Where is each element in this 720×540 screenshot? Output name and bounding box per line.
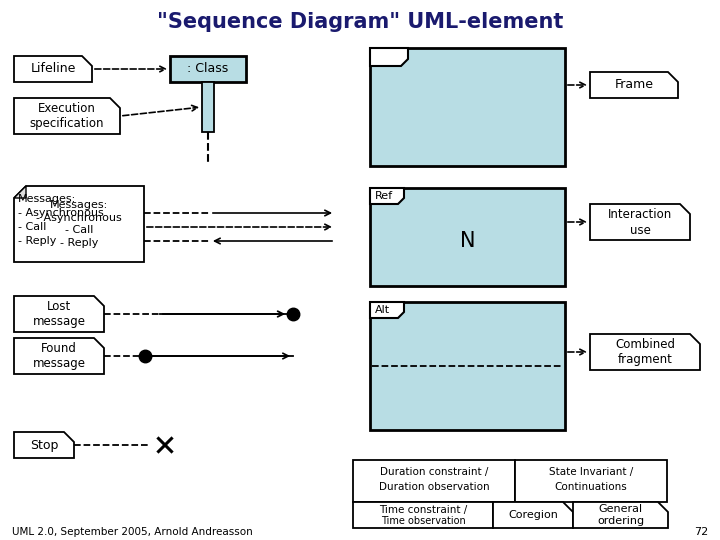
Text: Coregion: Coregion bbox=[508, 510, 558, 520]
Polygon shape bbox=[370, 302, 404, 318]
Text: State Invariant /: State Invariant / bbox=[549, 467, 633, 477]
Text: Found
message: Found message bbox=[32, 341, 86, 370]
Text: Alt: Alt bbox=[375, 305, 390, 315]
Text: Messages:: Messages: bbox=[18, 194, 76, 204]
Polygon shape bbox=[590, 72, 678, 98]
Bar bbox=[170, 56, 246, 82]
Text: Frame: Frame bbox=[614, 78, 654, 91]
Text: "Sequence Diagram" UML-element: "Sequence Diagram" UML-element bbox=[157, 12, 563, 32]
Polygon shape bbox=[590, 334, 700, 370]
Text: Execution
specification: Execution specification bbox=[30, 102, 104, 131]
Text: Lost
message: Lost message bbox=[32, 300, 86, 328]
Text: Stop: Stop bbox=[30, 438, 58, 451]
Text: Continuations: Continuations bbox=[554, 482, 627, 492]
Polygon shape bbox=[14, 186, 144, 262]
Polygon shape bbox=[14, 186, 26, 198]
Bar bbox=[370, 188, 565, 286]
Text: Time constraint /: Time constraint / bbox=[379, 505, 467, 515]
Polygon shape bbox=[14, 296, 104, 332]
Polygon shape bbox=[14, 432, 74, 458]
Polygon shape bbox=[573, 502, 668, 528]
Polygon shape bbox=[14, 338, 104, 374]
Text: General
ordering: General ordering bbox=[597, 504, 644, 526]
Text: Ref: Ref bbox=[375, 191, 393, 201]
Text: - Call: - Call bbox=[18, 222, 46, 232]
Polygon shape bbox=[14, 98, 120, 134]
Polygon shape bbox=[14, 56, 92, 82]
Text: Lifeline: Lifeline bbox=[30, 63, 76, 76]
Polygon shape bbox=[493, 502, 573, 528]
Text: Time observation: Time observation bbox=[381, 516, 465, 526]
Polygon shape bbox=[590, 204, 690, 240]
Text: : Class: : Class bbox=[187, 63, 229, 76]
Text: Duration observation: Duration observation bbox=[379, 482, 490, 492]
Text: - Reply: - Reply bbox=[18, 236, 56, 246]
Bar bbox=[353, 460, 515, 502]
Text: N: N bbox=[460, 231, 475, 251]
Text: Messages:
- Asynchronous
- Call
- Reply: Messages: - Asynchronous - Call - Reply bbox=[36, 200, 122, 248]
Bar bbox=[353, 502, 493, 528]
Bar bbox=[202, 82, 214, 132]
Text: UML 2.0, September 2005, Arnold Andreasson: UML 2.0, September 2005, Arnold Andreass… bbox=[12, 527, 253, 537]
Text: - Asynchronous: - Asynchronous bbox=[18, 208, 104, 218]
Bar bbox=[370, 302, 565, 430]
Text: Duration constraint /: Duration constraint / bbox=[380, 467, 488, 477]
Bar bbox=[370, 48, 565, 166]
Polygon shape bbox=[370, 48, 408, 66]
Polygon shape bbox=[370, 188, 404, 204]
Text: 72: 72 bbox=[694, 527, 708, 537]
Text: Combined
fragment: Combined fragment bbox=[615, 338, 675, 367]
Text: Interaction
use: Interaction use bbox=[608, 207, 672, 237]
Bar bbox=[515, 460, 667, 502]
